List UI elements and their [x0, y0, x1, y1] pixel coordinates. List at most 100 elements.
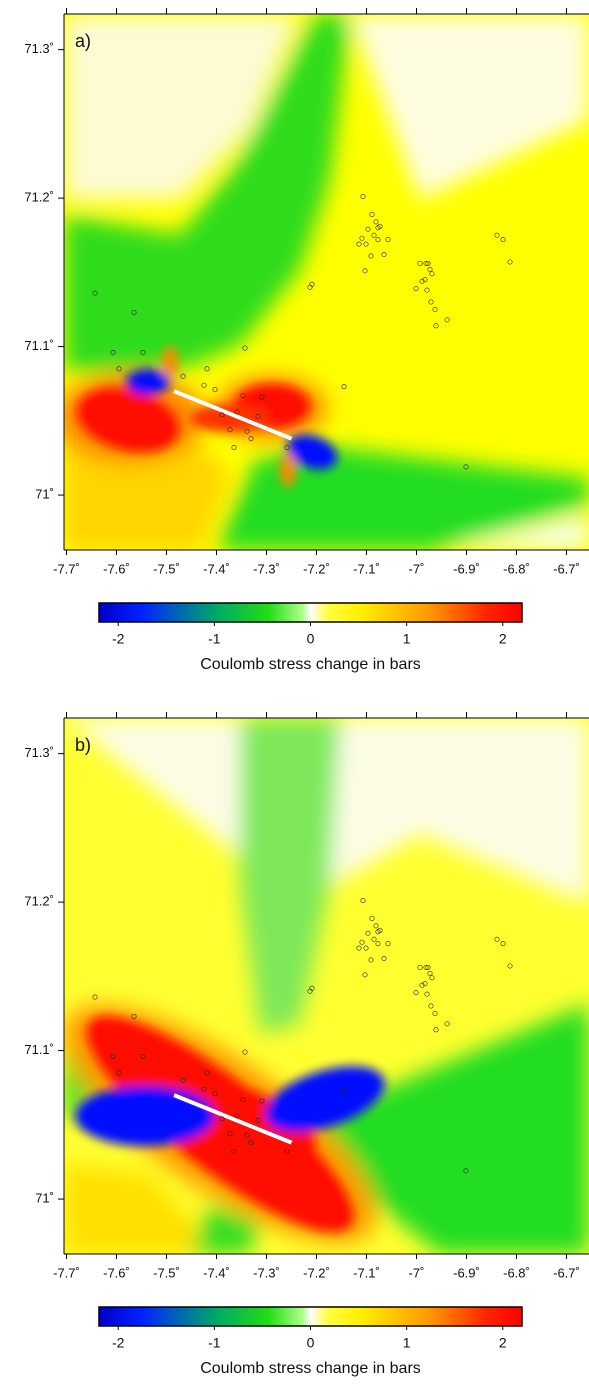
earthquake: [284, 1149, 290, 1155]
earthquake: [356, 945, 362, 951]
earthquake: [444, 317, 450, 323]
earthquake: [433, 1027, 439, 1033]
x-tick-label: -7.6˚: [103, 1265, 130, 1280]
fault: [173, 389, 293, 441]
earthquake: [371, 936, 377, 942]
earthquake: [212, 1091, 218, 1097]
earthquake: [212, 387, 218, 393]
earthquake: [307, 988, 313, 994]
y-tick-label: 71.3˚: [24, 745, 54, 760]
y-tick-label: 71.3˚: [24, 41, 54, 56]
earthquake: [422, 277, 428, 283]
earthquake: [307, 284, 313, 290]
earthquake: [381, 956, 387, 962]
earthquake: [284, 445, 290, 451]
earthquake: [341, 1088, 347, 1094]
earthquake: [432, 306, 438, 312]
earthquake: [385, 237, 391, 243]
earthquake: [428, 1003, 434, 1009]
earthquake: [423, 260, 429, 266]
earthquake: [255, 413, 261, 419]
earthquake: [362, 268, 368, 274]
earthquake: [140, 1054, 146, 1060]
x-tick-label: -6.8˚: [503, 561, 530, 576]
earthquake: [356, 241, 362, 247]
earthquake: [432, 1010, 438, 1016]
earthquake: [500, 237, 506, 243]
earthquake: [507, 259, 513, 265]
colorbar-tick-label: -1: [208, 1335, 221, 1351]
x-tick-label: -7.5˚: [153, 1265, 180, 1280]
fault: [173, 1093, 293, 1145]
x-tick-label: -7.3˚: [253, 1265, 280, 1280]
earthquake: [463, 1168, 469, 1174]
x-tick-label: -7.6˚: [103, 561, 130, 576]
earthquake: [424, 287, 430, 293]
earthquake: [369, 211, 375, 217]
colorbar-tick-label: 0: [307, 631, 315, 647]
earthquake: [419, 278, 425, 284]
stress-field: [64, 718, 589, 1254]
earthquake: [494, 936, 500, 942]
earthquake: [359, 939, 365, 945]
y-tick-label: 71˚: [35, 487, 54, 502]
colorbar-tick-label: 1: [403, 1335, 411, 1351]
earthquake: [423, 964, 429, 970]
y-tick-label: 71.1˚: [24, 1042, 54, 1057]
earthquake: [201, 1086, 207, 1092]
colorbar-tick-label: 2: [499, 631, 507, 647]
panel-label: b): [75, 735, 91, 755]
earthquake: [424, 991, 430, 997]
earthquake: [234, 1113, 240, 1119]
earthquake: [373, 923, 379, 929]
earthquake: [494, 232, 500, 238]
x-tick-label: -7.2˚: [303, 1265, 330, 1280]
earthquake: [92, 994, 98, 1000]
earthquake: [259, 394, 265, 400]
earthquake: [377, 927, 383, 933]
earthquake: [377, 223, 383, 229]
earthquake: [381, 252, 387, 258]
earthquake: [422, 981, 428, 987]
earthquake: [244, 1132, 250, 1138]
x-tick-label: -6.8˚: [503, 1265, 530, 1280]
earthquake: [341, 384, 347, 390]
colorbar-tick-label: -1: [208, 631, 221, 647]
colorbar: [98, 602, 523, 623]
earthquake: [92, 290, 98, 296]
earthquake: [242, 345, 248, 351]
colorbar-tick-label: 0: [307, 1335, 315, 1351]
earthquake: [463, 464, 469, 470]
earthquake: [363, 241, 369, 247]
colorbar-tick-label: 2: [499, 1335, 507, 1351]
earthquake: [500, 941, 506, 947]
x-tick-label: -6.9˚: [453, 1265, 480, 1280]
earthquake: [227, 1131, 233, 1137]
earthquake: [444, 1021, 450, 1027]
earthquake: [116, 366, 122, 372]
colorbar-label: Coulomb stress change in bars: [200, 1360, 421, 1377]
earthquake: [368, 957, 374, 963]
earthquake: [240, 393, 246, 399]
earthquake: [413, 990, 419, 996]
x-tick-label: -7.3˚: [253, 561, 280, 576]
earthquake: [365, 930, 371, 936]
earthquake: [373, 219, 379, 225]
x-tick-label: -7.7˚: [53, 561, 80, 576]
colorbar-tick-label: 1: [403, 631, 411, 647]
earthquake: [201, 382, 207, 388]
earthquake: [359, 235, 365, 241]
earthquake: [204, 1070, 210, 1076]
earthquake: [368, 253, 374, 259]
earthquake: [131, 1013, 137, 1019]
earthquake: [365, 226, 371, 232]
earthquake: [180, 1077, 186, 1083]
x-tick-label: -7˚: [409, 1265, 425, 1280]
colorbar: [98, 1306, 523, 1327]
earthquake: [427, 970, 433, 976]
earthquake: [417, 260, 423, 266]
earthquake: [204, 366, 210, 372]
earthquake: [363, 945, 369, 951]
earthquake: [362, 972, 368, 978]
